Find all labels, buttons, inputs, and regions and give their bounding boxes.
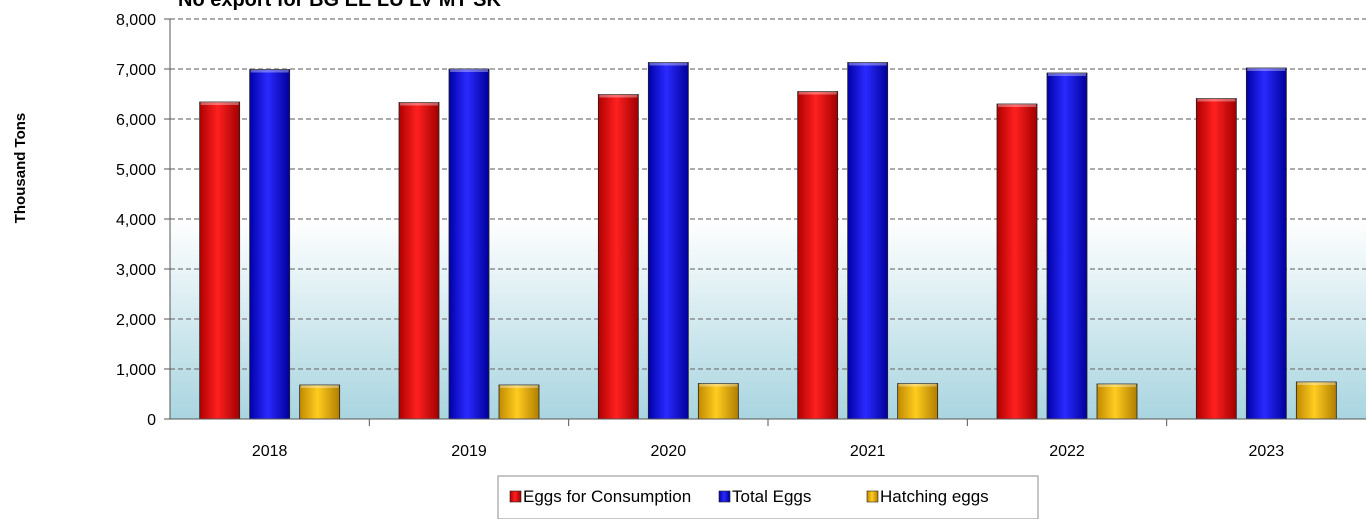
bar (897, 383, 939, 420)
y-tick-label: 4,000 (116, 212, 156, 229)
legend-swatch (509, 490, 522, 503)
bar-highlight (848, 62, 887, 66)
y-tick-label: 3,000 (116, 262, 156, 279)
x-tick-label: 2019 (451, 443, 487, 460)
bar-highlight (1098, 384, 1136, 387)
bar (1245, 67, 1287, 420)
bar (797, 91, 839, 420)
y-tick-label: 0 (147, 412, 156, 429)
y-axis-label: Thousand Tons (12, 113, 29, 224)
bar (299, 384, 341, 420)
chart-title: No export for BG EE LU LV MT SK (178, 0, 502, 11)
bar-highlight (649, 62, 688, 66)
bar (249, 69, 291, 420)
bar (398, 102, 440, 420)
bar-highlight (798, 91, 837, 95)
bar-highlight (1197, 98, 1236, 102)
y-tick-label: 8,000 (116, 12, 156, 29)
y-tick-label: 5,000 (116, 162, 156, 179)
x-tick-label: 2022 (1049, 443, 1085, 460)
bar-highlight (450, 69, 488, 72)
bar (1295, 381, 1337, 420)
bar-highlight (998, 104, 1036, 107)
bar-highlight (1297, 382, 1336, 385)
bar-highlight (250, 69, 289, 73)
bar-highlight (599, 94, 638, 98)
bar (498, 384, 540, 420)
legend: Eggs for Consumption Total Eggs Hatching e… (497, 475, 1039, 519)
y-tick-label: 7,000 (116, 62, 156, 79)
bar (996, 103, 1038, 420)
y-tick-label: 2,000 (116, 312, 156, 329)
bar-highlight (699, 383, 738, 387)
x-tick-label: 2018 (252, 443, 288, 460)
bar-highlight (1048, 73, 1086, 76)
legend-swatch (718, 490, 731, 503)
bar (847, 62, 889, 420)
bars (199, 62, 1337, 420)
bar-highlight (400, 102, 438, 106)
x-tick-label: 2021 (850, 443, 886, 460)
x-tick-label: 2020 (651, 443, 687, 460)
legend-label: Hatching eggs (880, 487, 989, 506)
bar (1195, 98, 1237, 420)
legend-swatch (866, 490, 879, 503)
bar (697, 383, 739, 420)
bar-highlight (500, 385, 538, 388)
bar (199, 101, 241, 420)
bar-highlight (1247, 68, 1286, 71)
bar-highlight (300, 385, 339, 388)
bar (448, 68, 490, 420)
legend-label: Eggs for Consumption (523, 487, 691, 506)
bar (1096, 383, 1138, 420)
gridlines (170, 18, 1366, 370)
x-tick-label: 2023 (1249, 443, 1285, 460)
bar-highlight (200, 102, 239, 105)
bar (1046, 72, 1088, 420)
bar (647, 62, 689, 420)
axes: 0 1,000 2,000 3,000 4,000 5,000 6,000 7,000 8,00… (116, 12, 1366, 460)
legend-box (497, 475, 1039, 519)
y-tick-label: 6,000 (116, 112, 156, 129)
y-tick-label: 1,000 (116, 362, 156, 379)
legend-label: Total Eggs (732, 487, 811, 506)
bar (597, 94, 639, 420)
bar-highlight (898, 383, 937, 387)
